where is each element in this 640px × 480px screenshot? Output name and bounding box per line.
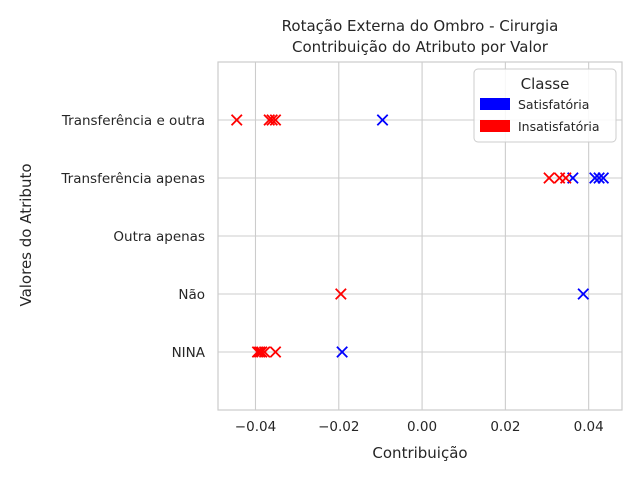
data-point — [597, 172, 610, 184]
legend-swatch-insatisfatoria — [480, 120, 510, 132]
legend-label-satisfatoria: Satisfatória — [518, 97, 589, 112]
data-point — [593, 172, 605, 184]
data-point — [376, 114, 389, 126]
x-tick-label: 0.02 — [490, 419, 520, 435]
data-point — [577, 288, 590, 300]
data-point — [336, 346, 348, 358]
legend-swatch-satisfatoria — [480, 98, 510, 110]
y-tick-label: NINA — [172, 345, 206, 361]
x-tick-label: 0.04 — [574, 419, 604, 435]
chart-title-line2: Contribuição do Atributo por Valor — [292, 38, 549, 56]
data-point — [230, 114, 243, 126]
data-point — [258, 346, 271, 358]
data-points — [230, 114, 610, 358]
data-point — [253, 346, 266, 358]
chart-title-line1: Rotação Externa do Ombro - Cirurgia — [282, 17, 559, 35]
x-axis-label: Contribuição — [372, 444, 467, 462]
plot-frame — [217, 61, 623, 411]
legend-label-insatisfatoria: Insatisfatória — [518, 119, 600, 134]
legend-title: Classe — [521, 75, 570, 93]
data-point — [589, 172, 601, 184]
data-point — [269, 114, 282, 126]
x-tick-label: −0.02 — [318, 419, 359, 435]
x-tick-labels: −0.04 −0.02 0.00 0.02 0.04 — [235, 419, 604, 435]
y-tick-label: Transferência e outra — [61, 113, 205, 129]
y-tick-label: Transferência apenas — [60, 171, 205, 187]
data-point — [335, 288, 347, 300]
y-tick-label: Outra apenas — [113, 229, 205, 245]
y-tick-labels: NINA Não Outra apenas Transferência apenas T… — [60, 113, 205, 361]
data-point — [559, 172, 572, 184]
data-point — [269, 346, 282, 358]
y-axis-label: Valores do Atributo — [17, 163, 35, 306]
x-tick-label: −0.04 — [235, 419, 276, 435]
data-point — [266, 114, 278, 126]
data-point — [255, 346, 268, 358]
data-point — [543, 172, 555, 184]
y-tick-label: Não — [178, 287, 205, 303]
x-tick-label: 0.00 — [407, 419, 437, 435]
legend: Classe Satisfatória Insatisfatória — [473, 68, 617, 143]
